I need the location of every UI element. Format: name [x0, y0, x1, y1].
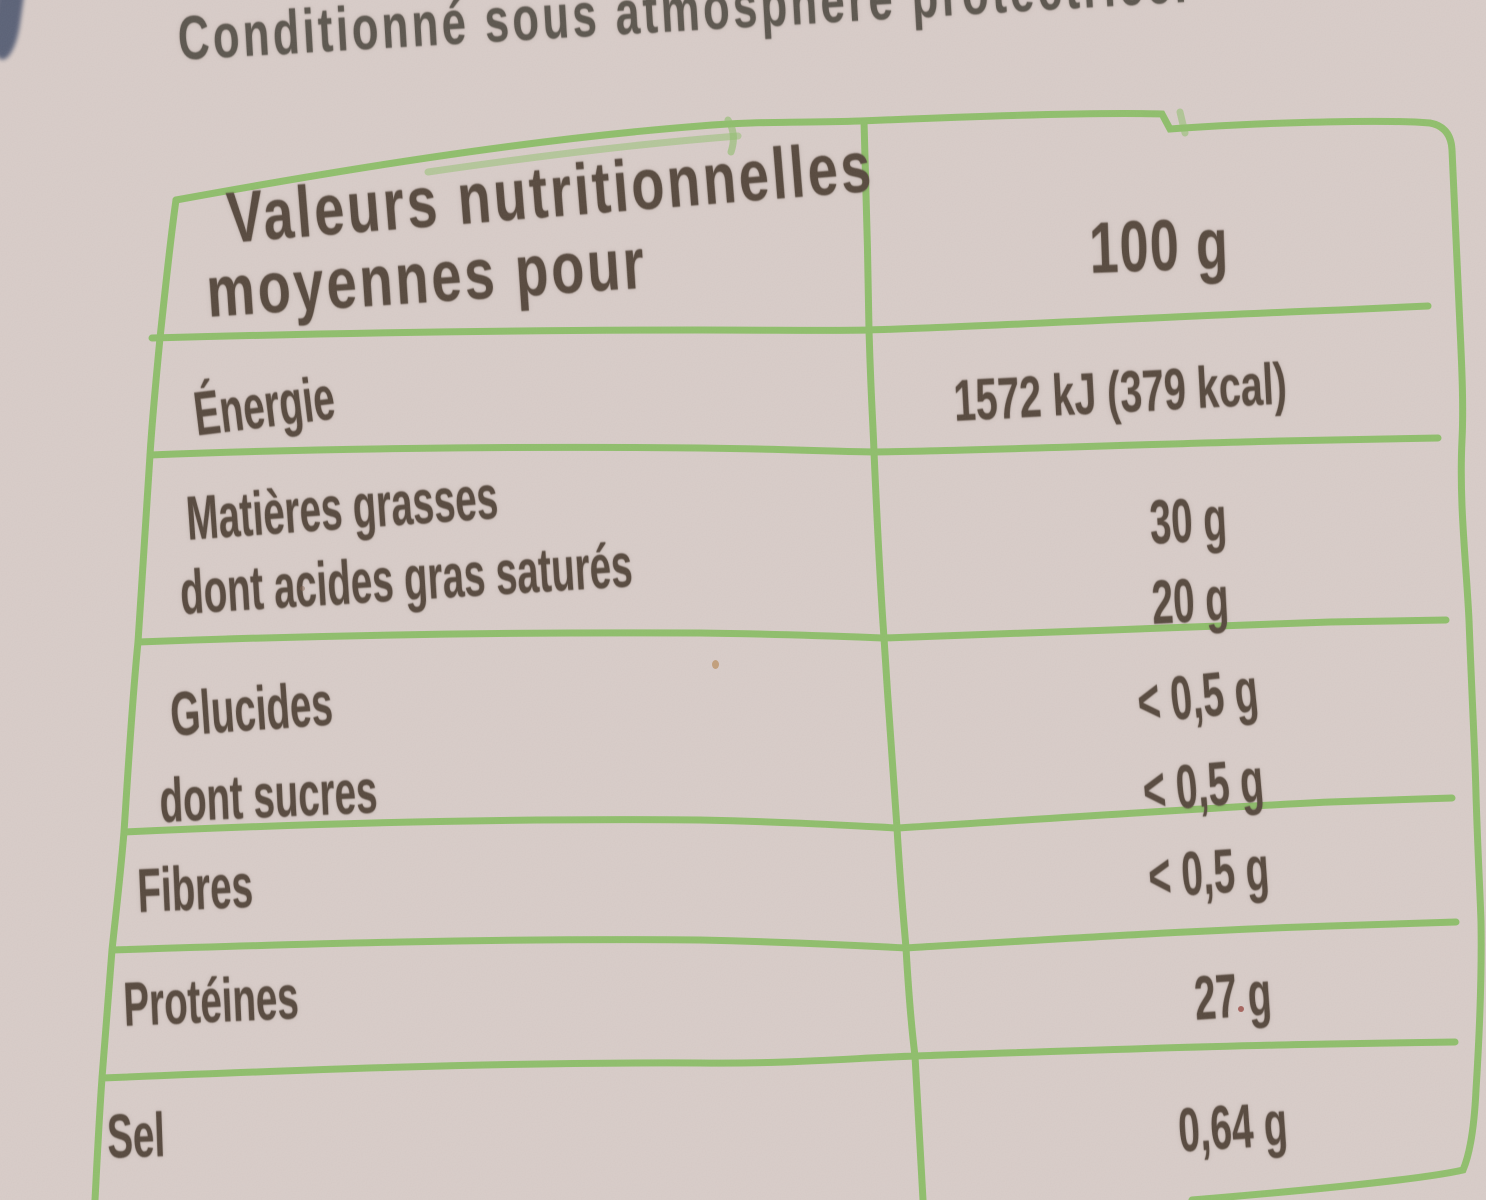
nutrient-label-sugars: dont sucres	[158, 757, 379, 836]
photo-edge-artifact	[0, 0, 26, 62]
print-speck	[712, 660, 719, 669]
nutrient-value-protein: 27 g	[1192, 959, 1274, 1034]
nutrient-value-saturated-fat: 20 g	[1150, 564, 1231, 638]
nutrient-label-carbohydrates: Glucides	[168, 669, 335, 750]
atmosphere-note: Conditionné sous atmosphère protectrice.	[176, 0, 1192, 74]
print-speck	[1238, 1006, 1244, 1012]
nutrient-value-carbohydrates: < 0,5 g	[1134, 656, 1262, 738]
print-speck	[300, 586, 305, 591]
nutrient-value-energy: 1572 kJ (379 kcal)	[952, 351, 1289, 434]
nutrient-value-fat: 30 g	[1148, 484, 1229, 558]
nutrient-label-protein: Protéines	[122, 963, 301, 1040]
nutrient-label-salt: Sel	[106, 1100, 167, 1172]
nutrient-label-fiber: Fibres	[136, 851, 255, 926]
nutrient-value-salt: 0,64 g	[1176, 1089, 1290, 1166]
nutrient-value-fiber: < 0,5 g	[1146, 834, 1272, 912]
nutrient-value-sugars: < 0,5 g	[1140, 746, 1267, 826]
nutrient-label-energy: Énergie	[190, 363, 339, 450]
serving-size-header: 100 g	[1088, 204, 1231, 289]
